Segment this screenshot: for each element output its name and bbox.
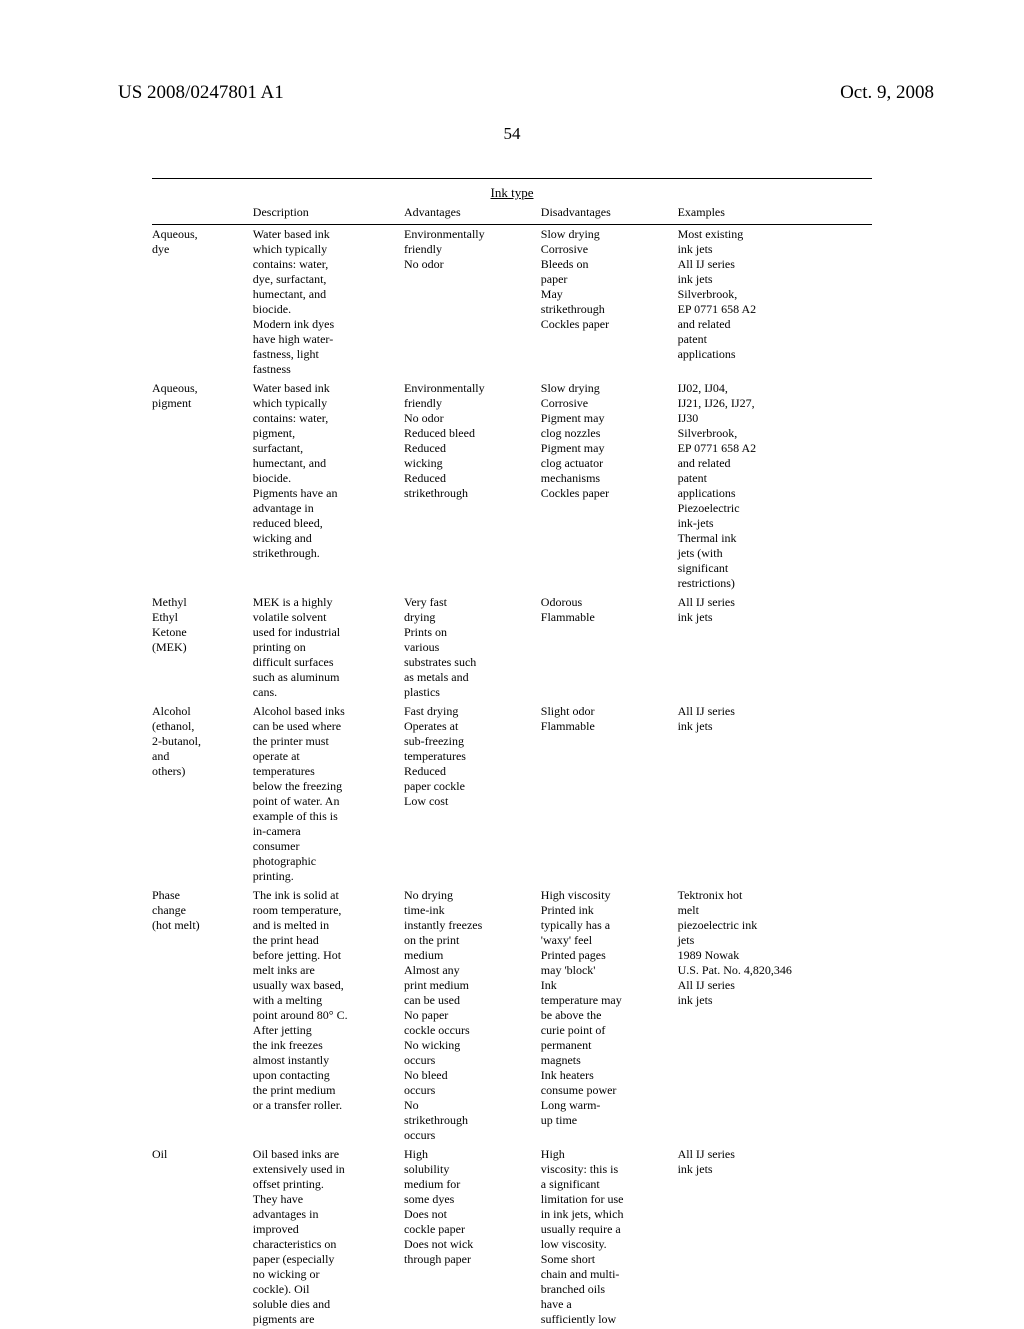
row-disadvantages: High viscosity Printed ink typically has… — [541, 886, 678, 1145]
page-header: US 2008/0247801 A1 Oct. 9, 2008 — [0, 0, 1024, 110]
row-examples: All IJ series ink jets — [678, 702, 872, 886]
col-blank — [152, 203, 253, 225]
row-advantages: Environmentally friendly No odor — [404, 225, 541, 380]
row-name: Aqueous, dye — [152, 225, 253, 380]
row-name: Phase change (hot melt) — [152, 886, 253, 1145]
row-advantages: Environmentally friendly No odor Reduced… — [404, 379, 541, 593]
col-examples: Examples — [678, 203, 872, 225]
row-name: Methyl Ethyl Ketone (MEK) — [152, 593, 253, 702]
row-examples: All IJ series ink jets — [678, 1145, 872, 1329]
row-name: Aqueous, pigment — [152, 379, 253, 593]
row-disadvantages: Slight odor Flammable — [541, 702, 678, 886]
row-description: Oil based inks are extensively used in o… — [253, 1145, 404, 1329]
row-description: Water based ink which typically contains… — [253, 225, 404, 380]
row-description: MEK is a highly volatile solvent used fo… — [253, 593, 404, 702]
row-description: Alcohol based inks can be used where the… — [253, 702, 404, 886]
table-row: Phase change (hot melt) The ink is solid… — [152, 886, 872, 1145]
row-examples: IJ02, IJ04, IJ21, IJ26, IJ27, IJ30 Silve… — [678, 379, 872, 593]
col-disadvantages: Disadvantages — [541, 203, 678, 225]
row-examples: Tektronix hot melt piezoelectric ink jet… — [678, 886, 872, 1145]
col-advantages: Advantages — [404, 203, 541, 225]
row-advantages: Fast drying Operates at sub-freezing tem… — [404, 702, 541, 886]
page-number: 54 — [0, 124, 1024, 144]
table-row: Aqueous, pigment Water based ink which t… — [152, 379, 872, 593]
ink-type-table: Description Advantages Disadvantages Exa… — [152, 203, 872, 1329]
row-disadvantages: Slow drying Corrosive Bleeds on paper Ma… — [541, 225, 678, 380]
row-disadvantages: Slow drying Corrosive Pigment may clog n… — [541, 379, 678, 593]
row-advantages: No drying time-ink instantly freezes on … — [404, 886, 541, 1145]
row-disadvantages: High viscosity: this is a significant li… — [541, 1145, 678, 1329]
table-body: Aqueous, dye Water based ink which typic… — [152, 225, 872, 1329]
row-examples: All IJ series ink jets — [678, 593, 872, 702]
col-description: Description — [253, 203, 404, 225]
row-name: Oil — [152, 1145, 253, 1329]
table-title-text: Ink type — [491, 185, 534, 200]
row-description: The ink is solid at room temperature, an… — [253, 886, 404, 1145]
table-row: Alcohol (ethanol, 2-butanol, and others)… — [152, 702, 872, 886]
row-examples: Most existing ink jets All IJ series ink… — [678, 225, 872, 380]
publication-number: US 2008/0247801 A1 — [118, 82, 284, 104]
table-row: Oil Oil based inks are extensively used … — [152, 1145, 872, 1329]
ink-type-table-wrap: Ink type Description Advantages Disadvan… — [152, 178, 872, 1329]
table-row: Methyl Ethyl Ketone (MEK) MEK is a highl… — [152, 593, 872, 702]
table-title: Ink type — [152, 183, 872, 203]
row-disadvantages: Odorous Flammable — [541, 593, 678, 702]
table-header-row: Description Advantages Disadvantages Exa… — [152, 203, 872, 225]
table-row: Aqueous, dye Water based ink which typic… — [152, 225, 872, 380]
table-top-rule — [152, 178, 872, 179]
row-description: Water based ink which typically contains… — [253, 379, 404, 593]
row-advantages: Very fast drying Prints on various subst… — [404, 593, 541, 702]
publication-date: Oct. 9, 2008 — [840, 82, 934, 104]
row-name: Alcohol (ethanol, 2-butanol, and others) — [152, 702, 253, 886]
row-advantages: High solubility medium for some dyes Doe… — [404, 1145, 541, 1329]
